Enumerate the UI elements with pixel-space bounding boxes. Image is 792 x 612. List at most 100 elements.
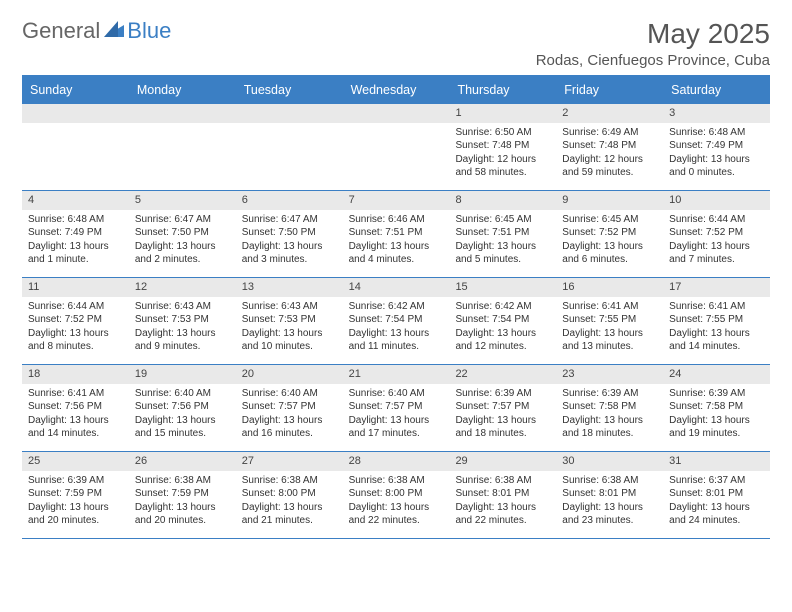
sunset-text: Sunset: 7:51 PM — [455, 226, 550, 240]
calendar-day-cell: 21Sunrise: 6:40 AMSunset: 7:57 PMDayligh… — [343, 365, 450, 451]
daylight-text: Daylight: 13 hours and 3 minutes. — [242, 240, 337, 267]
calendar-day-cell: 12Sunrise: 6:43 AMSunset: 7:53 PMDayligh… — [129, 278, 236, 364]
sunrise-text: Sunrise: 6:43 AM — [135, 300, 230, 314]
daylight-text: Daylight: 13 hours and 16 minutes. — [242, 414, 337, 441]
sunset-text: Sunset: 7:53 PM — [135, 313, 230, 327]
calendar-day-cell — [22, 104, 129, 190]
day-number: 4 — [22, 191, 129, 210]
sunrise-text: Sunrise: 6:48 AM — [28, 213, 123, 227]
sunrise-text: Sunrise: 6:41 AM — [28, 387, 123, 401]
daylight-text: Daylight: 13 hours and 22 minutes. — [349, 501, 444, 528]
sunset-text: Sunset: 8:01 PM — [455, 487, 550, 501]
calendar-week-row: 1Sunrise: 6:50 AMSunset: 7:48 PMDaylight… — [22, 104, 770, 191]
day-number: 17 — [663, 278, 770, 297]
sunrise-text: Sunrise: 6:46 AM — [349, 213, 444, 227]
sunrise-text: Sunrise: 6:38 AM — [455, 474, 550, 488]
day-number: 11 — [22, 278, 129, 297]
calendar-day-cell — [236, 104, 343, 190]
sunset-text: Sunset: 8:01 PM — [669, 487, 764, 501]
calendar-week-row: 11Sunrise: 6:44 AMSunset: 7:52 PMDayligh… — [22, 278, 770, 365]
calendar-day-cell: 29Sunrise: 6:38 AMSunset: 8:01 PMDayligh… — [449, 452, 556, 538]
calendar-day-cell: 17Sunrise: 6:41 AMSunset: 7:55 PMDayligh… — [663, 278, 770, 364]
calendar-day-cell: 7Sunrise: 6:46 AMSunset: 7:51 PMDaylight… — [343, 191, 450, 277]
daylight-text: Daylight: 13 hours and 14 minutes. — [28, 414, 123, 441]
sunrise-text: Sunrise: 6:40 AM — [242, 387, 337, 401]
daylight-text: Daylight: 13 hours and 2 minutes. — [135, 240, 230, 267]
day-number: 5 — [129, 191, 236, 210]
daylight-text: Daylight: 13 hours and 21 minutes. — [242, 501, 337, 528]
sunrise-text: Sunrise: 6:38 AM — [349, 474, 444, 488]
calendar-day-cell: 23Sunrise: 6:39 AMSunset: 7:58 PMDayligh… — [556, 365, 663, 451]
weekday-header: Sunday — [22, 77, 129, 104]
logo-text-general: General — [22, 18, 100, 44]
sunset-text: Sunset: 7:56 PM — [28, 400, 123, 414]
day-number — [22, 104, 129, 123]
day-number: 1 — [449, 104, 556, 123]
daylight-text: Daylight: 13 hours and 9 minutes. — [135, 327, 230, 354]
day-number: 31 — [663, 452, 770, 471]
sunset-text: Sunset: 7:54 PM — [455, 313, 550, 327]
daylight-text: Daylight: 13 hours and 15 minutes. — [135, 414, 230, 441]
day-number: 6 — [236, 191, 343, 210]
sunrise-text: Sunrise: 6:44 AM — [669, 213, 764, 227]
day-number: 24 — [663, 365, 770, 384]
sunset-text: Sunset: 7:48 PM — [562, 139, 657, 153]
sunset-text: Sunset: 7:53 PM — [242, 313, 337, 327]
calendar-page: General Blue May 2025 Rodas, Cienfuegos … — [0, 0, 792, 557]
logo: General Blue — [22, 18, 171, 44]
daylight-text: Daylight: 13 hours and 1 minute. — [28, 240, 123, 267]
weekday-header: Monday — [129, 77, 236, 104]
daylight-text: Daylight: 13 hours and 12 minutes. — [455, 327, 550, 354]
sunset-text: Sunset: 7:48 PM — [455, 139, 550, 153]
sunset-text: Sunset: 7:57 PM — [349, 400, 444, 414]
daylight-text: Daylight: 12 hours and 58 minutes. — [455, 153, 550, 180]
sunrise-text: Sunrise: 6:44 AM — [28, 300, 123, 314]
day-number: 3 — [663, 104, 770, 123]
sunrise-text: Sunrise: 6:42 AM — [349, 300, 444, 314]
weekday-header-row: SundayMondayTuesdayWednesdayThursdayFrid… — [22, 77, 770, 104]
sunrise-text: Sunrise: 6:45 AM — [455, 213, 550, 227]
sunset-text: Sunset: 7:52 PM — [669, 226, 764, 240]
daylight-text: Daylight: 13 hours and 11 minutes. — [349, 327, 444, 354]
sunset-text: Sunset: 8:01 PM — [562, 487, 657, 501]
daylight-text: Daylight: 13 hours and 10 minutes. — [242, 327, 337, 354]
daylight-text: Daylight: 13 hours and 5 minutes. — [455, 240, 550, 267]
daylight-text: Daylight: 13 hours and 4 minutes. — [349, 240, 444, 267]
calendar-day-cell: 10Sunrise: 6:44 AMSunset: 7:52 PMDayligh… — [663, 191, 770, 277]
daylight-text: Daylight: 13 hours and 20 minutes. — [28, 501, 123, 528]
day-number: 9 — [556, 191, 663, 210]
sunrise-text: Sunrise: 6:47 AM — [242, 213, 337, 227]
day-number: 30 — [556, 452, 663, 471]
weekday-header: Friday — [556, 77, 663, 104]
day-number: 10 — [663, 191, 770, 210]
calendar-day-cell — [129, 104, 236, 190]
sunset-text: Sunset: 8:00 PM — [349, 487, 444, 501]
sunset-text: Sunset: 7:57 PM — [455, 400, 550, 414]
calendar-day-cell: 30Sunrise: 6:38 AMSunset: 8:01 PMDayligh… — [556, 452, 663, 538]
sunrise-text: Sunrise: 6:37 AM — [669, 474, 764, 488]
sunrise-text: Sunrise: 6:49 AM — [562, 126, 657, 140]
day-number: 14 — [343, 278, 450, 297]
sunset-text: Sunset: 7:55 PM — [669, 313, 764, 327]
sunset-text: Sunset: 7:50 PM — [135, 226, 230, 240]
day-number: 16 — [556, 278, 663, 297]
day-number: 23 — [556, 365, 663, 384]
daylight-text: Daylight: 13 hours and 13 minutes. — [562, 327, 657, 354]
calendar-day-cell: 31Sunrise: 6:37 AMSunset: 8:01 PMDayligh… — [663, 452, 770, 538]
sunrise-text: Sunrise: 6:39 AM — [455, 387, 550, 401]
sunset-text: Sunset: 7:51 PM — [349, 226, 444, 240]
sunset-text: Sunset: 7:55 PM — [562, 313, 657, 327]
day-number: 8 — [449, 191, 556, 210]
page-header: General Blue May 2025 Rodas, Cienfuegos … — [22, 18, 770, 69]
sunrise-text: Sunrise: 6:47 AM — [135, 213, 230, 227]
day-number: 21 — [343, 365, 450, 384]
calendar-day-cell: 15Sunrise: 6:42 AMSunset: 7:54 PMDayligh… — [449, 278, 556, 364]
sunrise-text: Sunrise: 6:48 AM — [669, 126, 764, 140]
sunrise-text: Sunrise: 6:38 AM — [562, 474, 657, 488]
day-number: 18 — [22, 365, 129, 384]
calendar-day-cell: 14Sunrise: 6:42 AMSunset: 7:54 PMDayligh… — [343, 278, 450, 364]
sunrise-text: Sunrise: 6:45 AM — [562, 213, 657, 227]
sunrise-text: Sunrise: 6:39 AM — [562, 387, 657, 401]
day-number: 29 — [449, 452, 556, 471]
calendar-day-cell: 8 Sunrise: 6:45 AMSunset: 7:51 PMDaylight… — [449, 191, 556, 277]
